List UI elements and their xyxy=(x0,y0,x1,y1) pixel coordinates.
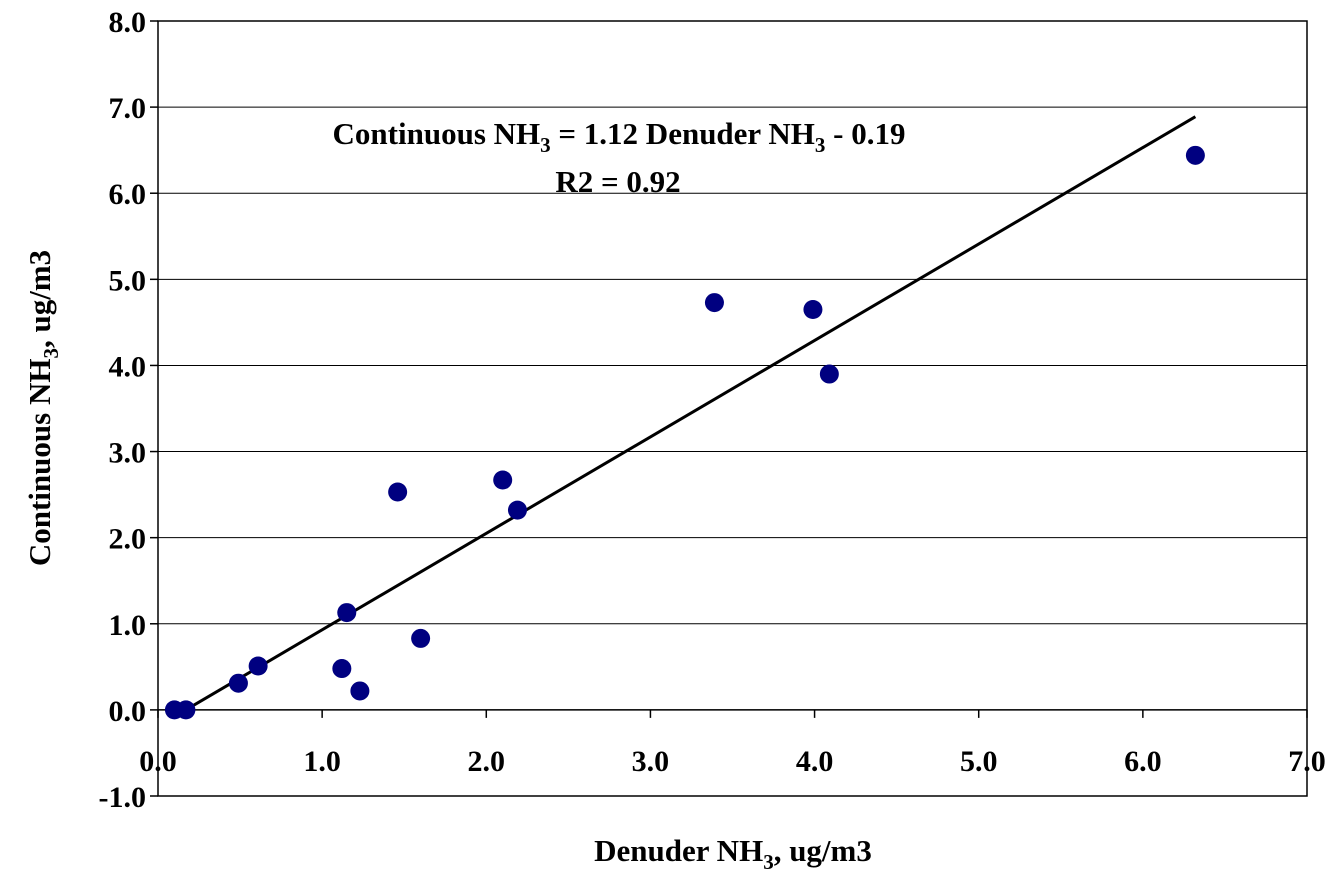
x-tick-label: 7.0 xyxy=(1288,745,1326,778)
x-tick-label: 3.0 xyxy=(632,745,670,778)
data-point xyxy=(704,293,724,313)
x-axis-title: Denuder NH3, ug/m3 xyxy=(594,833,872,874)
y-tick-label: 7.0 xyxy=(109,92,147,125)
data-point xyxy=(228,673,248,693)
x-tick-label: 0.0 xyxy=(139,745,177,778)
x-tick-label: 2.0 xyxy=(468,745,506,778)
y-axis-title: Continuous NH3, ug/m3 xyxy=(22,250,63,566)
y-tick-label: 0.0 xyxy=(109,695,147,728)
x-tick-label: 5.0 xyxy=(960,745,998,778)
x-axis: 0.0 1.0 2.0 3.0 4.0 5.0 6.0 7.0 xyxy=(139,709,1326,778)
data-point xyxy=(350,681,370,701)
data-point xyxy=(493,470,513,490)
x-tick-label: 6.0 xyxy=(1124,745,1162,778)
y-tick-label: 4.0 xyxy=(109,350,147,383)
y-tick-label: 3.0 xyxy=(109,437,147,470)
x-tick-label: 4.0 xyxy=(796,745,834,778)
data-point xyxy=(507,500,527,520)
y-tick-label: 2.0 xyxy=(109,523,147,556)
data-point xyxy=(337,603,357,623)
y-tick-label: -1.0 xyxy=(99,781,147,814)
y-tick-label: 1.0 xyxy=(109,609,147,642)
y-tick-label: 5.0 xyxy=(109,264,147,297)
r-squared-label: R2 = 0.92 xyxy=(555,164,680,199)
data-point xyxy=(1185,145,1205,165)
y-axis: -1.0 0.0 1.0 2.0 3.0 4.0 5.0 6.0 7.0 8.0 xyxy=(99,6,158,814)
data-point xyxy=(332,659,352,679)
data-point xyxy=(819,364,839,384)
y-tick-label: 8.0 xyxy=(109,6,147,39)
data-point xyxy=(411,628,431,648)
data-points xyxy=(164,145,1205,720)
data-point xyxy=(248,656,268,676)
data-point xyxy=(176,700,196,720)
x-tick-label: 1.0 xyxy=(303,745,341,778)
data-point xyxy=(388,482,408,502)
trendline-equation: Continuous NH3 = 1.12 Denuder NH3 - 0.19 xyxy=(333,116,906,157)
y-tick-label: 6.0 xyxy=(109,178,147,211)
data-point xyxy=(803,299,823,319)
